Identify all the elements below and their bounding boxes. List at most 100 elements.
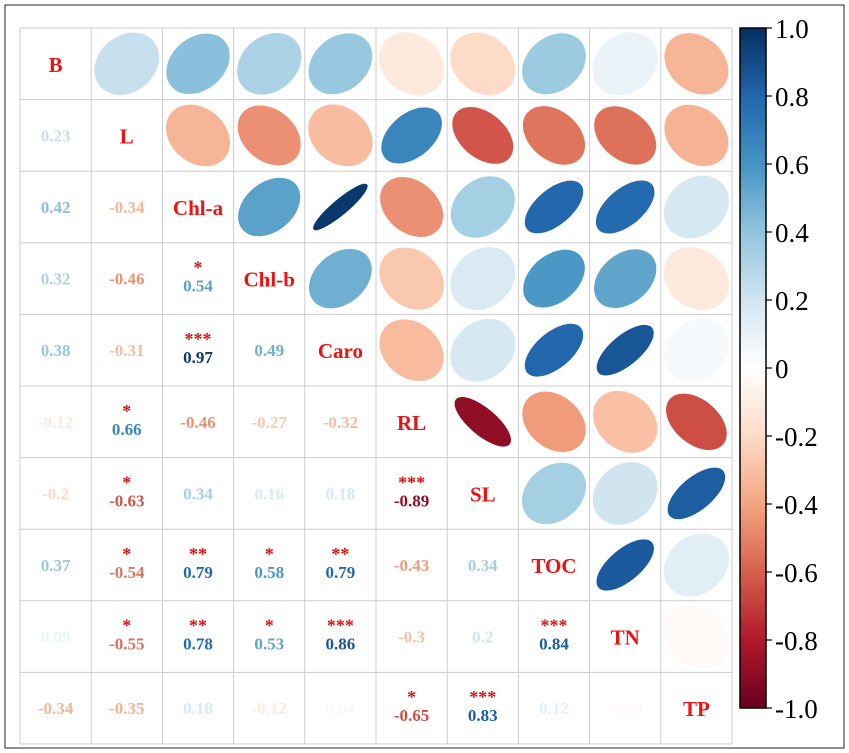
coef-toc-caro: 0.79	[326, 563, 356, 582]
diagonal-label-b: B	[49, 53, 63, 77]
ellipse-sl-toc	[521, 462, 587, 525]
colorbar-tick-label: -0.2	[775, 422, 818, 452]
coef-toc-l: -0.54	[109, 563, 145, 582]
ellipse-l-caro	[308, 104, 373, 167]
colorbar-ticks: 1.0 0.8 0.6 0.4 0.2 0 -0.2 -0.4 -0.6 -0.8 -1.0	[766, 14, 818, 724]
coef-tp-chl-a: 0.18	[183, 699, 213, 718]
ellipse-b-sl	[450, 32, 516, 96]
coef-toc-sl: 0.34	[468, 556, 498, 575]
coef-toc-b: 0.37	[41, 556, 71, 575]
ellipse-chl-a-chl-b	[238, 177, 301, 237]
ellipse-sl-tp	[667, 467, 726, 520]
significance-stars: *	[407, 687, 416, 707]
significance-stars: *	[122, 544, 131, 564]
ellipse-rl-sl	[454, 397, 511, 447]
ellipse-chl-b-caro	[309, 248, 372, 309]
diagonal-label-caro: Caro	[318, 339, 363, 363]
coef-toc-chl-a: 0.79	[183, 563, 213, 582]
coef-tn-sl: 0.2	[472, 628, 493, 647]
ellipse-l-sl	[452, 106, 514, 164]
significance-stars: ***	[469, 687, 496, 707]
coef-caro-l: -0.31	[109, 341, 144, 360]
ellipse-tn-tp	[663, 604, 730, 669]
coef-tn-chl-a: 0.78	[183, 635, 213, 654]
colorbar-tick-label: 0.6	[775, 150, 809, 180]
diagonal-label-chl-a: Chl-a	[173, 196, 224, 220]
significance-stars: ***	[541, 616, 568, 636]
ellipse-caro-rl	[379, 319, 444, 382]
coef-chl-a-b: 0.42	[41, 198, 71, 217]
coef-tn-b: 0.09	[41, 628, 71, 647]
coef-tp-tn: -0.03	[607, 699, 642, 718]
coef-tp-sl: 0.83	[468, 706, 498, 725]
ellipse-b-tn	[592, 32, 658, 96]
ellipse-caro-sl	[450, 318, 516, 382]
ellipse-rl-tp	[666, 393, 727, 450]
coef-rl-chl-a: -0.46	[180, 413, 215, 432]
coef-tn-chl-b: 0.53	[254, 635, 284, 654]
ellipse-chl-a-sl	[450, 176, 515, 238]
significance-stars: **	[189, 544, 207, 564]
colorbar-gradient	[739, 27, 767, 709]
coef-caro-chl-b: 0.49	[254, 341, 284, 360]
ellipse-rl-toc	[522, 391, 586, 452]
ellipse-chl-b-tp	[663, 247, 729, 311]
matrix-cells: B0.23 L0.42 -0.34 Chl-a0.32 -0.46 0.54* Chl-b0…	[38, 32, 730, 725]
ellipse-caro-tn	[596, 324, 654, 376]
coef-caro-b: 0.38	[41, 341, 71, 360]
coef-sl-rl: -0.89	[394, 491, 429, 510]
coef-tn-rl: -0.3	[398, 628, 425, 647]
matrix-grid	[19, 27, 733, 745]
ellipse-sl-tn	[592, 462, 658, 525]
ellipse-b-toc	[522, 33, 586, 95]
ellipse-l-tp	[664, 104, 729, 167]
diagonal-label-tn: TN	[611, 626, 640, 650]
ellipse-chl-b-toc	[523, 249, 585, 308]
ellipse-toc-tp	[663, 533, 729, 597]
coef-toc-chl-b: 0.58	[254, 563, 284, 582]
significance-stars: ***	[327, 616, 354, 636]
colorbar-tick-label: -0.8	[775, 626, 818, 656]
ellipse-caro-toc	[524, 323, 584, 377]
ellipse-chl-a-rl	[380, 177, 444, 237]
diagonal-label-rl: RL	[397, 411, 426, 435]
colorbar-tick-label: -0.4	[775, 490, 818, 520]
diagonal-label-toc: TOC	[531, 554, 576, 578]
ellipse-caro-tp	[663, 318, 730, 382]
significance-stars: *	[122, 401, 131, 421]
ellipse-l-toc	[522, 106, 586, 165]
colorbar-tick-label: 0.2	[775, 286, 809, 316]
coef-sl-caro: 0.18	[326, 484, 356, 503]
diagonal-label-chl-b: Chl-b	[244, 268, 295, 292]
ellipse-chl-a-tn	[595, 180, 655, 234]
coef-tp-l: -0.35	[109, 699, 144, 718]
coef-tn-caro: 0.86	[326, 635, 356, 654]
coef-tp-b: -0.34	[38, 699, 74, 718]
colorbar-tick-label: 0	[775, 354, 789, 384]
ellipse-chl-a-toc	[524, 180, 584, 234]
coef-tp-toc: 0.12	[539, 699, 569, 718]
coef-sl-l: -0.63	[109, 491, 144, 510]
coef-sl-chl-b: 0.16	[254, 484, 284, 503]
ellipse-b-caro	[308, 33, 373, 95]
coef-rl-l: 0.66	[112, 420, 142, 439]
significance-stars: *	[122, 616, 131, 636]
significance-stars: **	[331, 544, 349, 564]
colorbar-tick-label: 0.4	[775, 218, 809, 248]
colorbar-tick-label: 1.0	[775, 14, 809, 44]
coef-chl-b-b: 0.32	[41, 270, 71, 289]
colorbar: 1.0 0.8 0.6 0.4 0.2 0 -0.2 -0.4 -0.6 -0.8 -1.0	[739, 14, 818, 724]
significance-stars: *	[122, 472, 131, 492]
ellipse-b-tp	[664, 33, 729, 95]
coef-chl-b-l: -0.46	[109, 270, 144, 289]
ellipse-chl-b-sl	[450, 247, 516, 311]
coef-toc-rl: -0.43	[394, 556, 429, 575]
significance-stars: **	[189, 616, 207, 636]
coef-sl-b: -0.2	[42, 484, 69, 503]
coef-tp-rl: -0.65	[394, 706, 429, 725]
coef-caro-chl-a: 0.97	[183, 348, 213, 367]
coef-sl-chl-a: 0.34	[183, 484, 213, 503]
significance-stars: *	[265, 616, 274, 636]
colorbar-tick-label: -1.0	[775, 694, 818, 724]
